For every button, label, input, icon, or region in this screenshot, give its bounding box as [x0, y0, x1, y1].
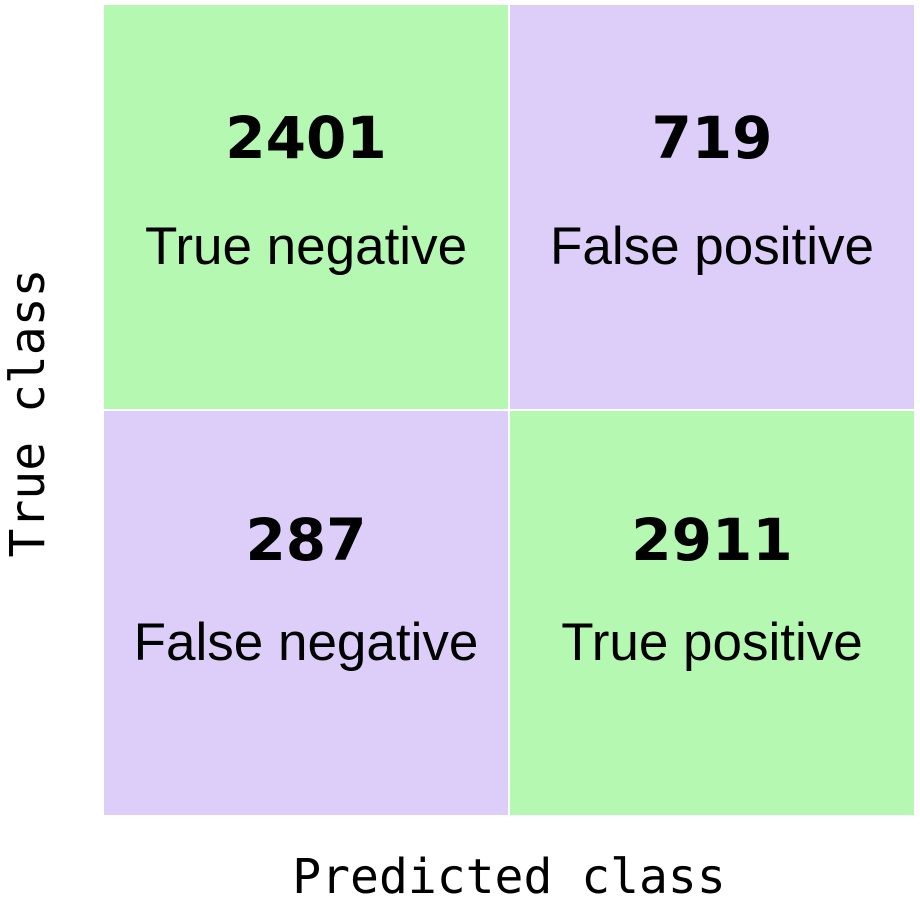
cell-false-positive: 719 False positive — [510, 5, 914, 409]
count-true-positive: 2911 — [631, 506, 793, 574]
confusion-matrix-grid: 2401 True negative 719 False positive 28… — [104, 5, 914, 815]
x-axis-label: Predicted class — [292, 849, 726, 905]
cell-false-negative: 287 False negative — [104, 411, 508, 815]
label-true-positive: True positive — [561, 613, 863, 672]
y-axis-label: True class — [0, 268, 56, 558]
count-true-negative: 2401 — [225, 104, 387, 172]
cell-true-negative: 2401 True negative — [104, 5, 508, 409]
cell-true-positive: 2911 True positive — [510, 411, 914, 815]
label-true-negative: True negative — [144, 217, 468, 276]
label-false-negative: False negative — [133, 613, 479, 672]
label-false-positive: False positive — [549, 217, 875, 276]
count-false-positive: 719 — [651, 104, 773, 172]
count-false-negative: 287 — [245, 506, 367, 574]
